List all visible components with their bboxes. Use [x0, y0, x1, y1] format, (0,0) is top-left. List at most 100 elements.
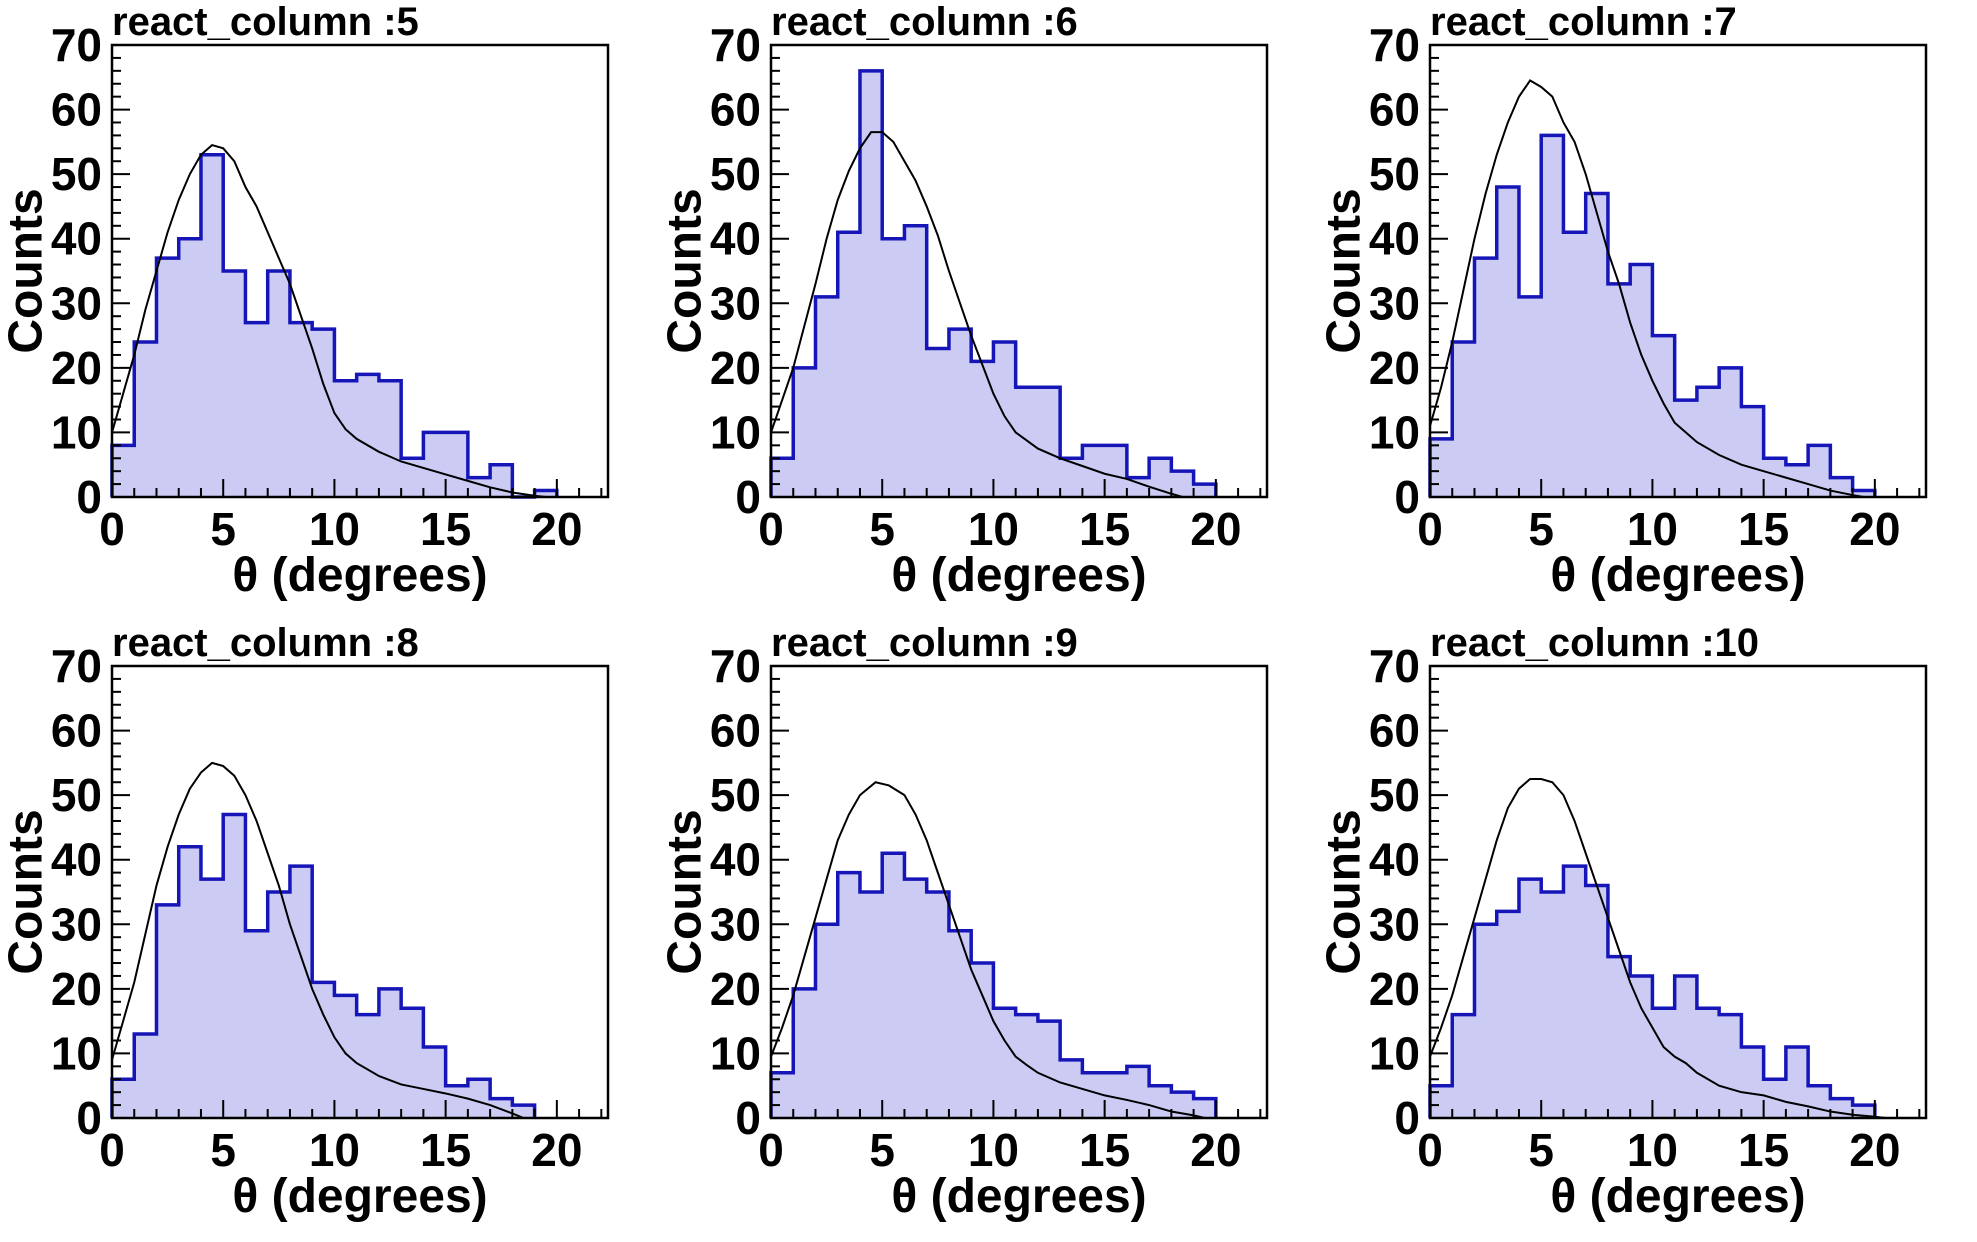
y-axis-label: Counts — [658, 188, 712, 354]
y-axis-label: Counts — [1317, 188, 1371, 354]
x-axis-label: θ (degrees) — [891, 1170, 1147, 1223]
svg-text:70: 70 — [1369, 19, 1420, 71]
svg-text:15: 15 — [1738, 503, 1789, 555]
svg-text:70: 70 — [710, 640, 761, 692]
svg-text:40: 40 — [710, 213, 761, 265]
tick-labels: 0 5 10 15 20 0 10 20 30 40 50 60 70 — [1369, 19, 1901, 555]
x-axis-label: θ (degrees) — [1550, 549, 1806, 602]
x-axis-label: θ (degrees) — [891, 549, 1147, 602]
svg-text:60: 60 — [710, 84, 761, 136]
svg-text:30: 30 — [1369, 898, 1420, 950]
histogram-bars — [769, 69, 1218, 497]
tick-labels: 0 5 10 15 20 0 10 20 30 40 50 60 70 — [51, 640, 583, 1176]
svg-text:50: 50 — [51, 148, 102, 200]
plot-frame — [769, 43, 1269, 499]
svg-text:0: 0 — [1417, 1124, 1443, 1176]
tick-labels: 0 5 10 15 20 0 10 20 30 40 50 60 70 — [710, 640, 1242, 1176]
y-axis-label: Counts — [0, 188, 53, 354]
svg-text:30: 30 — [1369, 277, 1420, 329]
plot-canvas: 0 5 10 15 20 0 10 20 30 40 50 60 70 — [1369, 640, 1928, 1176]
svg-text:0: 0 — [735, 471, 761, 523]
svg-text:50: 50 — [1369, 148, 1420, 200]
svg-text:0: 0 — [1417, 503, 1443, 555]
svg-text:0: 0 — [1394, 471, 1420, 523]
fit-curve — [111, 143, 546, 498]
svg-text:10: 10 — [968, 1124, 1019, 1176]
histogram-panel-react-column-5: 0 5 10 15 20 0 10 20 30 40 50 60 70 react_column :5 … — [0, 0, 659, 621]
svg-text:15: 15 — [1079, 503, 1130, 555]
svg-text:0: 0 — [99, 1124, 125, 1176]
svg-text:10: 10 — [1369, 1027, 1420, 1079]
svg-text:70: 70 — [51, 640, 102, 692]
svg-text:50: 50 — [710, 148, 761, 200]
svg-text:70: 70 — [710, 19, 761, 71]
svg-text:5: 5 — [869, 1124, 895, 1176]
fit-curve — [770, 781, 1205, 1119]
y-axis-label: Counts — [1317, 809, 1371, 975]
svg-text:50: 50 — [710, 769, 761, 821]
plot-canvas: 0 5 10 15 20 0 10 20 30 40 50 60 70 — [710, 640, 1269, 1176]
plot-title: react_column :6 — [771, 0, 1078, 44]
svg-text:70: 70 — [51, 19, 102, 71]
svg-text:0: 0 — [758, 503, 784, 555]
histogram-bars — [769, 851, 1218, 1118]
svg-text:0: 0 — [758, 1124, 784, 1176]
svg-text:20: 20 — [1190, 503, 1241, 555]
svg-text:15: 15 — [420, 503, 471, 555]
svg-text:0: 0 — [735, 1092, 761, 1144]
fit-curve — [111, 761, 524, 1119]
svg-text:10: 10 — [968, 503, 1019, 555]
plot-title: react_column :9 — [771, 621, 1078, 665]
tick-labels: 0 5 10 15 20 0 10 20 30 40 50 60 70 — [710, 19, 1242, 555]
plot-title: react_column :7 — [1430, 0, 1737, 44]
svg-text:20: 20 — [1190, 1124, 1241, 1176]
svg-text:30: 30 — [710, 898, 761, 950]
histogram-bars — [1428, 864, 1877, 1118]
svg-text:60: 60 — [710, 705, 761, 757]
svg-text:10: 10 — [1369, 406, 1420, 458]
svg-text:20: 20 — [51, 342, 102, 394]
svg-text:5: 5 — [210, 503, 236, 555]
svg-text:10: 10 — [309, 1124, 360, 1176]
y-axis-label: Counts — [658, 809, 712, 975]
svg-text:5: 5 — [210, 1124, 236, 1176]
svg-text:60: 60 — [51, 705, 102, 757]
svg-text:5: 5 — [869, 503, 895, 555]
svg-text:0: 0 — [76, 471, 102, 523]
svg-text:10: 10 — [710, 1027, 761, 1079]
svg-text:30: 30 — [710, 277, 761, 329]
axis-ticks — [111, 44, 603, 498]
svg-text:5: 5 — [1528, 1124, 1554, 1176]
plot-title: react_column :8 — [112, 621, 419, 665]
plot-frame — [1428, 43, 1928, 499]
svg-text:20: 20 — [1849, 503, 1900, 555]
histogram-panel-react-column-9: 0 5 10 15 20 0 10 20 30 40 50 60 70 react_column :9 … — [659, 621, 1318, 1242]
histogram-panel-react-column-8: 0 5 10 15 20 0 10 20 30 40 50 60 70 react_column :8 … — [0, 621, 659, 1242]
svg-text:10: 10 — [309, 503, 360, 555]
plot-frame — [110, 664, 610, 1120]
svg-text:40: 40 — [710, 834, 761, 886]
plot-canvas: 0 5 10 15 20 0 10 20 30 40 50 60 70 — [710, 19, 1269, 555]
svg-text:60: 60 — [1369, 84, 1420, 136]
plot-canvas: 0 5 10 15 20 0 10 20 30 40 50 60 70 — [51, 640, 610, 1176]
svg-text:10: 10 — [1627, 1124, 1678, 1176]
plot-title: react_column :5 — [112, 0, 419, 44]
plot-title: react_column :10 — [1430, 621, 1760, 665]
plot-canvas: 0 5 10 15 20 0 10 20 30 40 50 60 70 — [51, 19, 610, 555]
svg-text:20: 20 — [1369, 963, 1420, 1015]
svg-text:40: 40 — [51, 834, 102, 886]
histogram-panel-react-column-10: 0 5 10 15 20 0 10 20 30 40 50 60 70 react_column :10… — [1318, 621, 1977, 1242]
svg-text:40: 40 — [51, 213, 102, 265]
fit-curve — [1429, 778, 1887, 1119]
svg-text:20: 20 — [531, 1124, 582, 1176]
svg-text:20: 20 — [51, 963, 102, 1015]
svg-text:30: 30 — [51, 898, 102, 950]
plot-frame — [110, 43, 610, 499]
tick-labels: 0 5 10 15 20 0 10 20 30 40 50 60 70 — [51, 19, 583, 555]
svg-text:15: 15 — [1079, 1124, 1130, 1176]
svg-text:20: 20 — [1849, 1124, 1900, 1176]
plot-canvas: 0 5 10 15 20 0 10 20 30 40 50 60 70 — [1369, 19, 1928, 555]
svg-text:0: 0 — [76, 1092, 102, 1144]
svg-text:60: 60 — [51, 84, 102, 136]
svg-text:10: 10 — [1627, 503, 1678, 555]
